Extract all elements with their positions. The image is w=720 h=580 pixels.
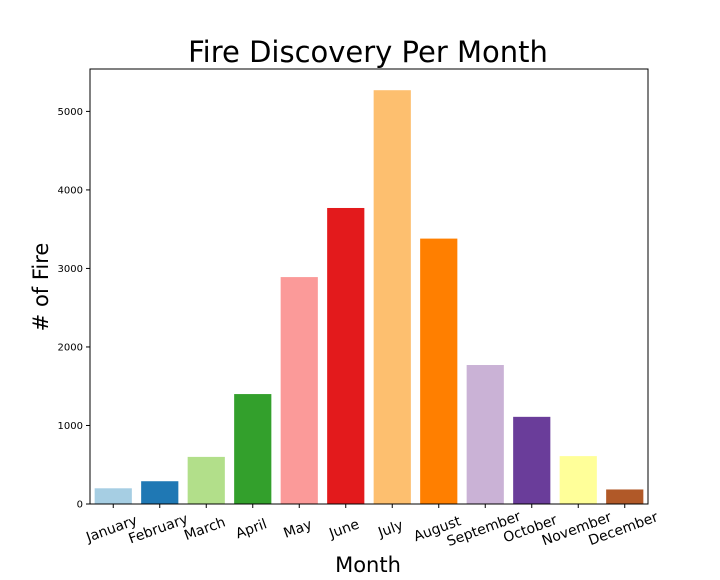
bar-november	[559, 456, 597, 504]
x-tick-label: June	[326, 517, 361, 543]
x-tick-label: July	[375, 517, 405, 541]
bar-december	[606, 489, 644, 504]
y-tick-label: 5000	[58, 107, 83, 118]
x-tick-label: May	[282, 517, 315, 542]
x-axis-label: Month	[335, 553, 401, 576]
bar-january	[94, 488, 132, 504]
y-tick-label: 2000	[58, 342, 83, 353]
chart-title: Fire Discovery Per Month	[188, 35, 548, 69]
bar-may	[280, 277, 318, 504]
x-tick-label: April	[234, 516, 270, 542]
bar-october	[513, 416, 551, 504]
y-tick-label: 4000	[58, 185, 83, 196]
bar-march	[187, 456, 225, 504]
y-tick-label: 3000	[58, 264, 83, 275]
x-tick-label: February	[126, 511, 190, 547]
y-tick-label: 0	[77, 500, 83, 511]
bars-group	[94, 90, 644, 505]
plot-area-frame	[89, 68, 649, 505]
y-ticks-group: 0 1000 2000 3000 4000 5000	[58, 107, 90, 511]
bar-august	[420, 238, 458, 504]
y-tick-label: 1000	[58, 421, 83, 432]
bar-june	[327, 207, 365, 505]
x-tick-label: March	[182, 514, 228, 544]
bar-september	[466, 365, 504, 504]
bar-february	[141, 481, 179, 504]
bar-april	[234, 394, 272, 504]
y-axis-label: # of Fire	[29, 243, 53, 332]
bar-july	[373, 90, 411, 504]
